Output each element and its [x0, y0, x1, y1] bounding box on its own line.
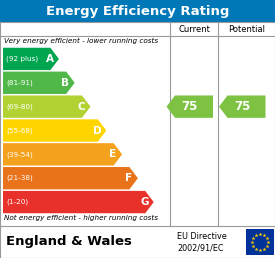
Text: A: A: [45, 54, 54, 64]
Polygon shape: [219, 95, 265, 118]
Text: Energy Efficiency Rating: Energy Efficiency Rating: [46, 4, 229, 18]
Bar: [0, 226, 275, 258]
Polygon shape: [3, 48, 59, 70]
Text: (92 plus): (92 plus): [6, 56, 38, 62]
Text: EU Directive
2002/91/EC: EU Directive 2002/91/EC: [177, 232, 227, 252]
Text: C: C: [77, 102, 85, 112]
Text: Current: Current: [178, 25, 210, 34]
Bar: [0, 0, 275, 22]
Polygon shape: [3, 119, 106, 142]
Text: England & Wales: England & Wales: [6, 236, 132, 248]
Text: (21-38): (21-38): [6, 175, 33, 181]
Text: 75: 75: [182, 100, 198, 113]
Text: (1-20): (1-20): [6, 199, 28, 205]
Text: Very energy efficient - lower running costs: Very energy efficient - lower running co…: [4, 37, 158, 44]
Text: (39-54): (39-54): [6, 151, 33, 158]
Text: D: D: [93, 125, 101, 135]
Polygon shape: [166, 95, 213, 118]
Bar: [246, 229, 274, 255]
Text: Not energy efficient - higher running costs: Not energy efficient - higher running co…: [4, 215, 158, 221]
Text: E: E: [109, 149, 116, 159]
Polygon shape: [3, 191, 154, 213]
Text: (55-68): (55-68): [6, 127, 33, 134]
Polygon shape: [3, 167, 138, 189]
Polygon shape: [3, 95, 90, 118]
Text: 75: 75: [234, 100, 251, 113]
Polygon shape: [3, 143, 122, 166]
Text: G: G: [140, 197, 148, 207]
Text: (81-91): (81-91): [6, 79, 33, 86]
Text: F: F: [125, 173, 132, 183]
Text: Potential: Potential: [228, 25, 265, 34]
Polygon shape: [3, 72, 75, 94]
Text: B: B: [61, 78, 69, 88]
Text: (69-80): (69-80): [6, 103, 33, 110]
